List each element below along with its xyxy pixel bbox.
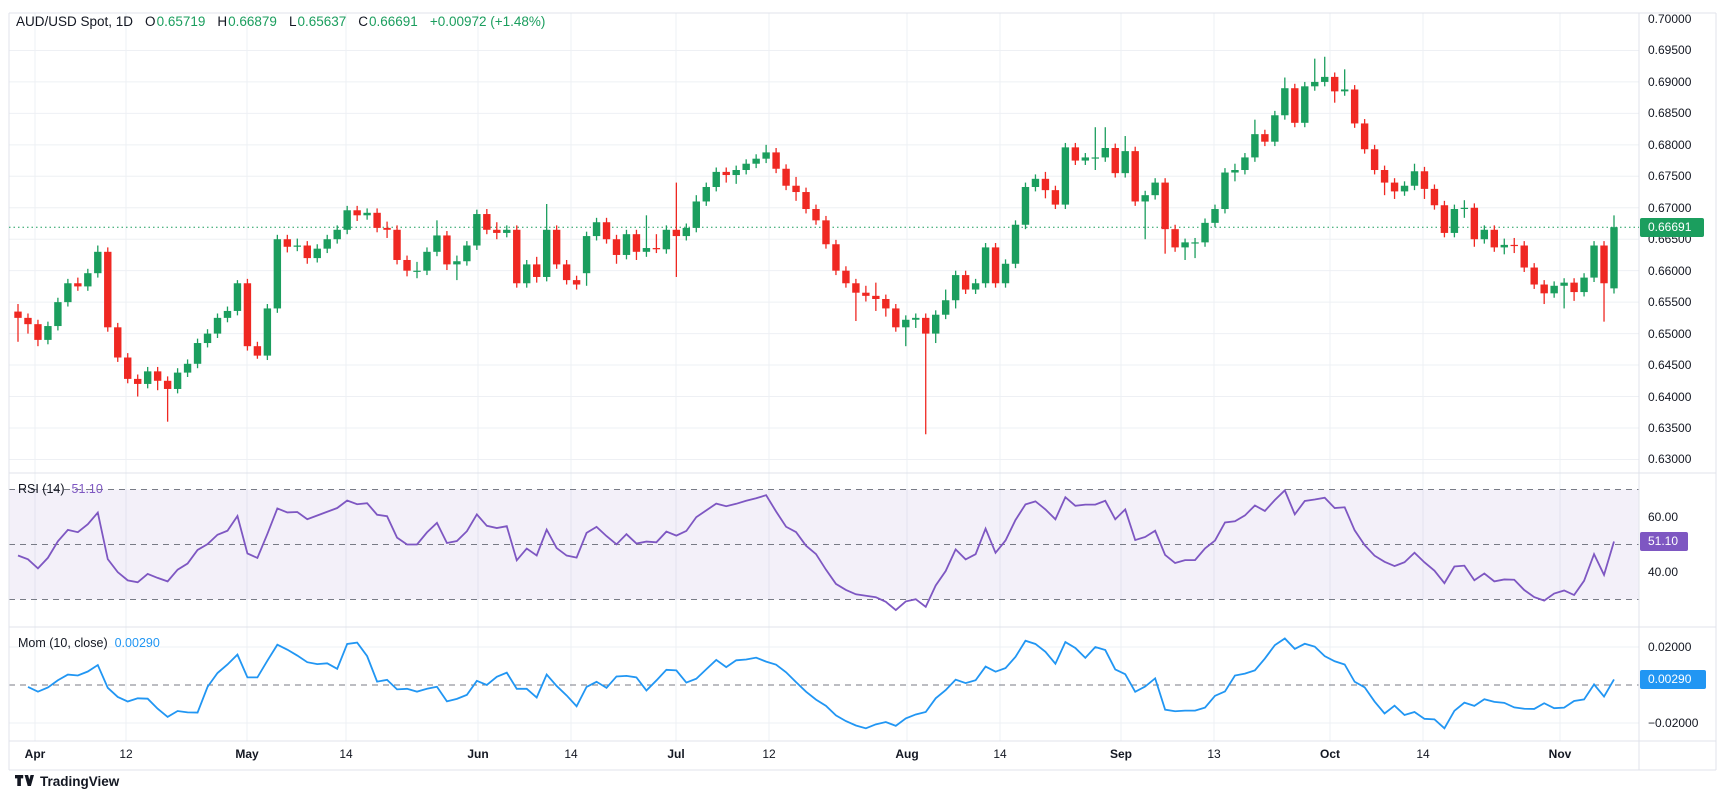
plot-area[interactable] — [9, 13, 1639, 741]
tradingview-wordmark: TradingView — [40, 774, 120, 789]
pane-borders — [8, 12, 1717, 771]
time-axis[interactable] — [9, 741, 1639, 770]
momentum-line — [27, 637, 1615, 730]
tradingview-logo[interactable]: TradingView — [15, 774, 119, 789]
tradingview-mark-icon — [15, 775, 34, 786]
gridlines — [9, 13, 1639, 741]
rsi-band — [9, 489, 1639, 686]
price-axis[interactable] — [1639, 13, 1716, 741]
rsi-line — [17, 488, 1615, 612]
candles-layer — [14, 56, 1618, 435]
